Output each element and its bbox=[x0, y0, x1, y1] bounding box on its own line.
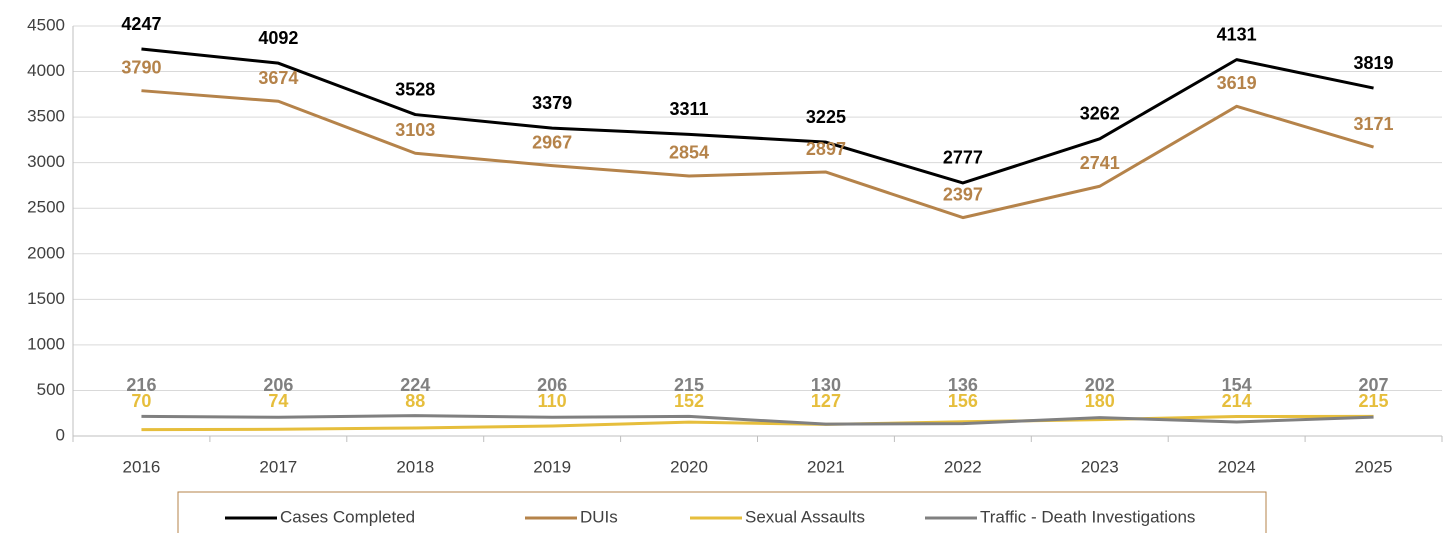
data-label: 215 bbox=[1359, 391, 1389, 411]
data-label: 3103 bbox=[395, 120, 435, 140]
x-tick-label: 2016 bbox=[123, 457, 161, 476]
x-tick-label: 2023 bbox=[1081, 457, 1119, 476]
data-label: 2897 bbox=[806, 139, 846, 159]
x-tick-label: 2018 bbox=[396, 457, 434, 476]
data-label: 3819 bbox=[1354, 53, 1394, 73]
series-line bbox=[141, 47, 1374, 185]
data-label: 88 bbox=[405, 391, 425, 411]
y-tick-label: 500 bbox=[37, 380, 65, 399]
data-label: 3379 bbox=[532, 93, 572, 113]
x-tick-label: 2021 bbox=[807, 457, 845, 476]
data-label: 3674 bbox=[258, 68, 298, 88]
data-label: 2967 bbox=[532, 132, 572, 152]
data-label: 207 bbox=[1359, 375, 1389, 395]
data-label: 2397 bbox=[943, 184, 983, 204]
y-tick-label: 2500 bbox=[27, 198, 65, 217]
data-label: 130 bbox=[811, 375, 841, 395]
data-label: 110 bbox=[538, 391, 567, 411]
data-label: 3790 bbox=[121, 57, 161, 77]
data-label: 156 bbox=[948, 391, 978, 411]
data-label: 2777 bbox=[943, 148, 983, 168]
y-tick-label: 3500 bbox=[27, 107, 65, 126]
data-label: 3225 bbox=[806, 107, 846, 127]
x-tick-label: 2017 bbox=[259, 457, 297, 476]
data-label: 70 bbox=[131, 391, 151, 411]
y-tick-label: 2000 bbox=[27, 243, 65, 262]
series-line bbox=[141, 414, 1374, 432]
data-label: 214 bbox=[1222, 391, 1252, 411]
y-tick-label: 1500 bbox=[27, 289, 65, 308]
x-tick-label: 2025 bbox=[1355, 457, 1393, 476]
legend-label: Cases Completed bbox=[280, 507, 415, 526]
data-label: 3528 bbox=[395, 79, 435, 99]
data-label: 2741 bbox=[1080, 153, 1120, 173]
data-label: 215 bbox=[674, 375, 704, 395]
data-label: 152 bbox=[674, 391, 704, 411]
y-tick-label: 3000 bbox=[27, 152, 65, 171]
y-tick-label: 4000 bbox=[27, 61, 65, 80]
data-label: 3619 bbox=[1217, 73, 1257, 93]
y-tick-label: 4500 bbox=[27, 15, 65, 34]
data-label: 224 bbox=[400, 375, 430, 395]
data-label: 4247 bbox=[121, 14, 161, 34]
data-label: 216 bbox=[126, 375, 156, 395]
data-label: 136 bbox=[948, 375, 978, 395]
legend-label: Sexual Assaults bbox=[745, 507, 865, 526]
data-label: 4092 bbox=[258, 28, 298, 48]
data-label: 3262 bbox=[1080, 104, 1120, 124]
data-label: 154 bbox=[1222, 375, 1252, 395]
data-label: 127 bbox=[811, 391, 841, 411]
legend-box bbox=[177, 491, 1267, 533]
data-label: 3171 bbox=[1354, 114, 1394, 134]
data-label: 206 bbox=[537, 375, 567, 395]
series-line bbox=[141, 89, 1374, 220]
x-tick-label: 2020 bbox=[670, 457, 708, 476]
x-tick-label: 2024 bbox=[1218, 457, 1256, 476]
series-line bbox=[141, 414, 1374, 426]
data-label: 180 bbox=[1085, 391, 1115, 411]
x-tick-label: 2019 bbox=[533, 457, 571, 476]
data-label: 202 bbox=[1085, 375, 1115, 395]
x-tick-label: 2022 bbox=[944, 457, 982, 476]
data-label: 4131 bbox=[1217, 24, 1257, 44]
data-label: 2854 bbox=[669, 143, 709, 163]
data-label: 206 bbox=[263, 375, 293, 395]
legend-label: Traffic - Death Investigations bbox=[980, 507, 1195, 526]
y-tick-label: 0 bbox=[56, 425, 65, 444]
legend-label: DUIs bbox=[580, 507, 618, 526]
data-label: 74 bbox=[268, 391, 288, 411]
data-label: 3311 bbox=[670, 99, 709, 119]
y-tick-label: 1000 bbox=[27, 334, 65, 353]
